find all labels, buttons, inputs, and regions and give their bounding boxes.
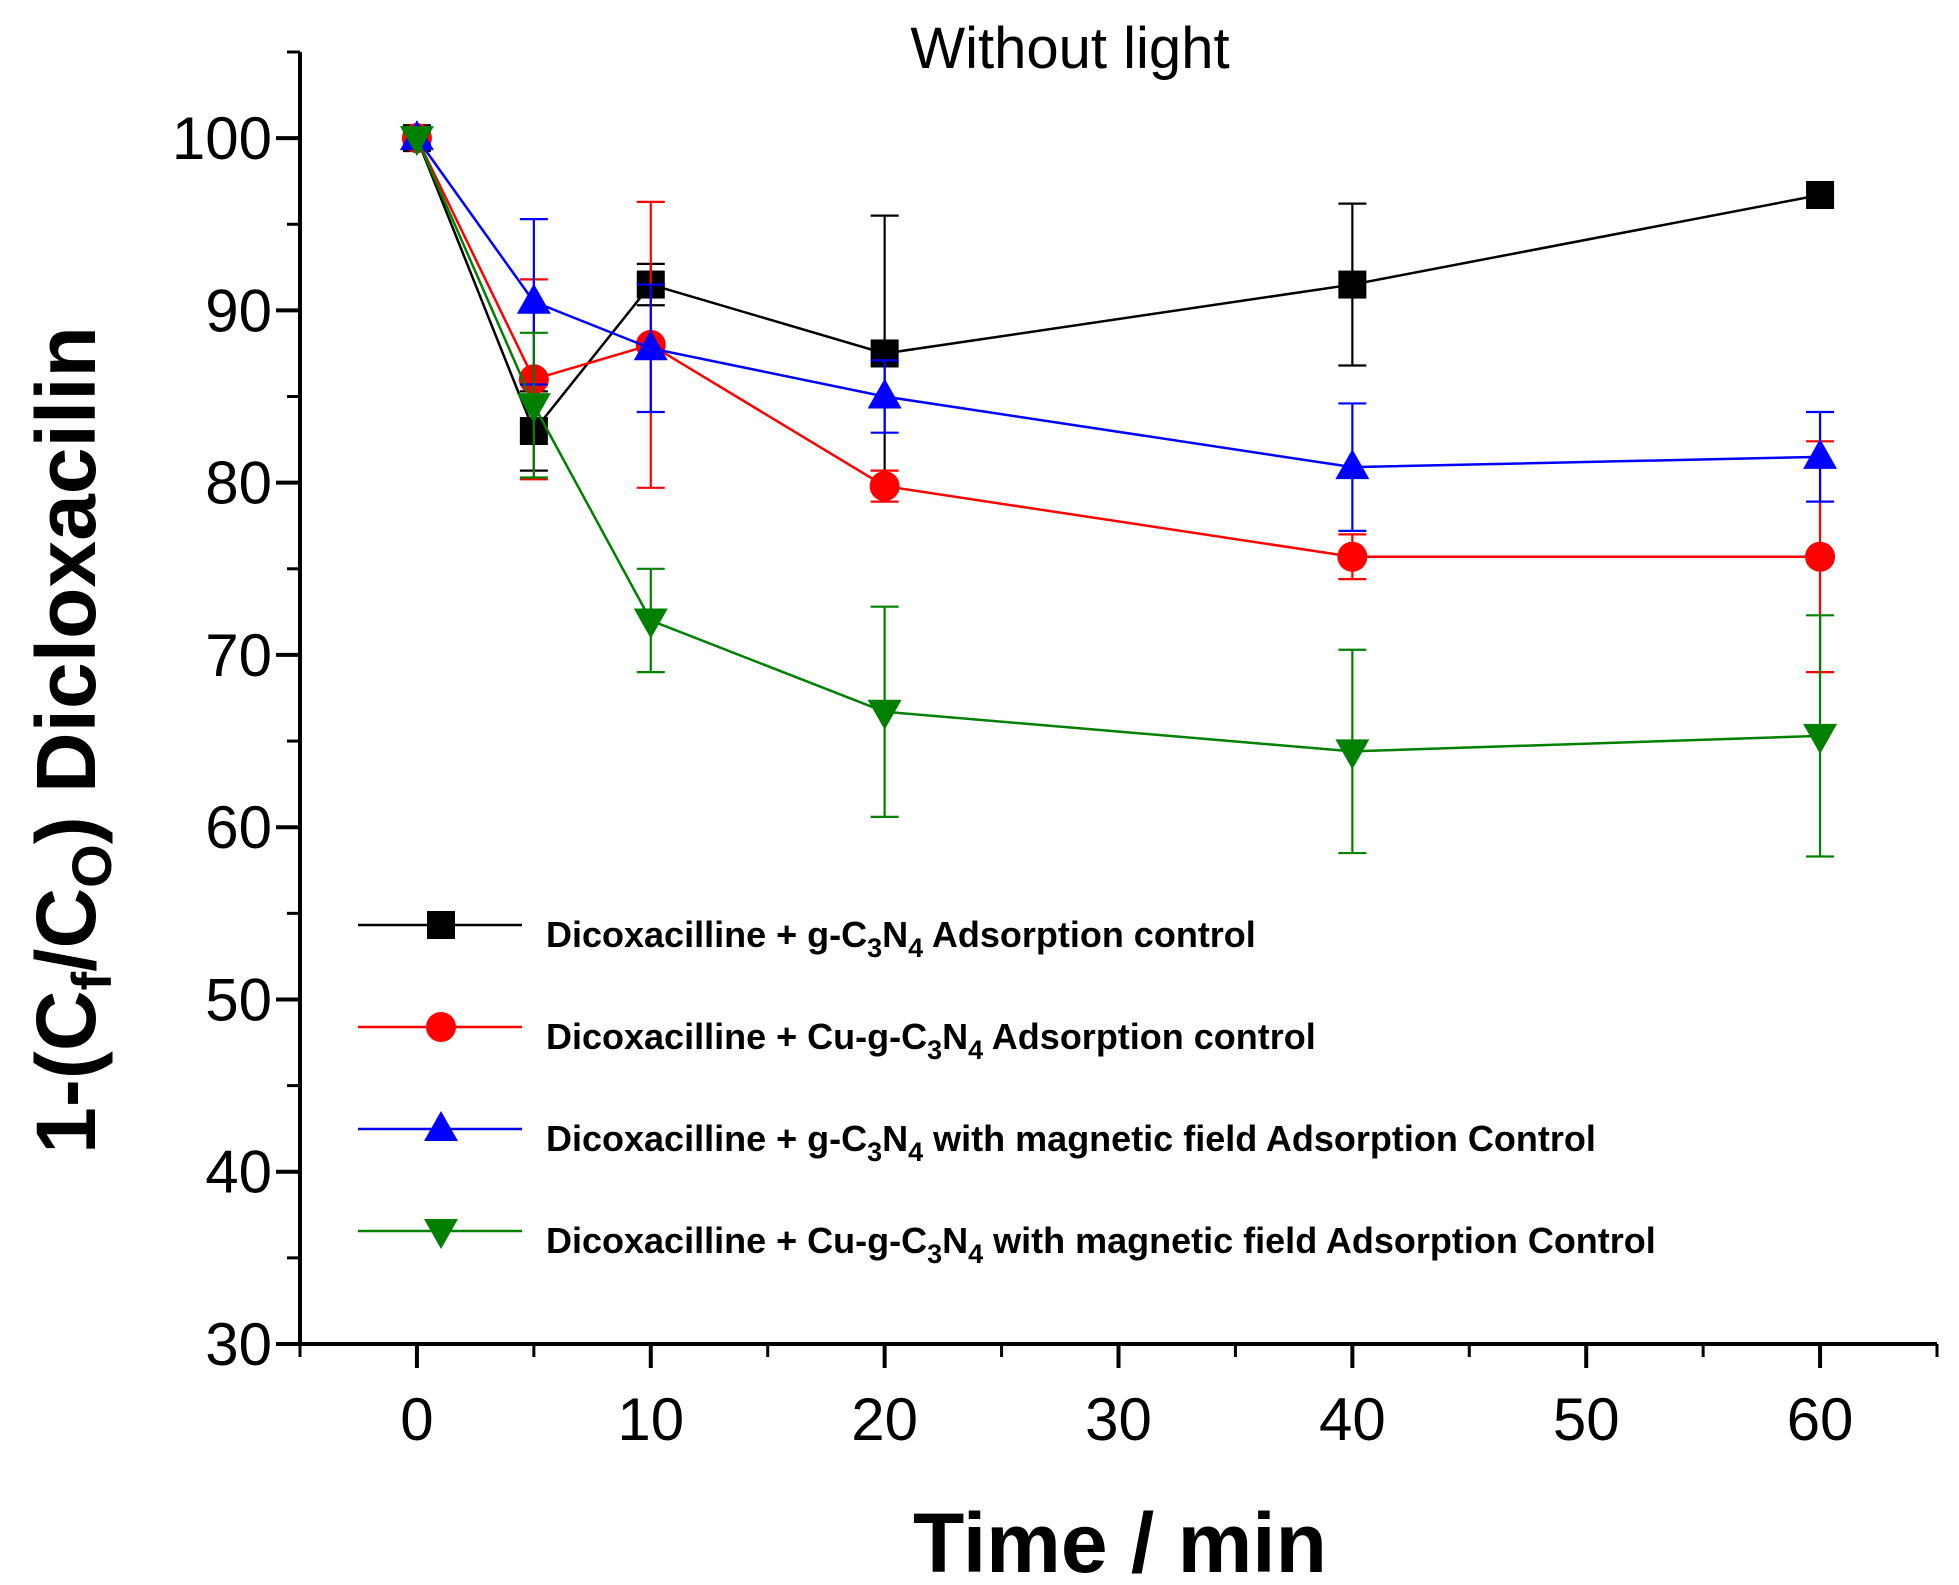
legend-entry: Dicoxacilline + Cu-g-C3N4 Adsorption con… <box>358 1012 1316 1065</box>
y-axis-title-part: /C <box>19 888 113 972</box>
legend-label-part: with magnetic field Adsorption Control <box>983 1220 1656 1261</box>
y-tick-label: 40 <box>205 1139 272 1206</box>
y-tick-label: 80 <box>205 450 272 517</box>
y-axis-title-part: ) Dicloxacilin <box>19 326 113 844</box>
data-point-triangle-up <box>516 283 551 314</box>
legend-marker-circle <box>426 1012 456 1042</box>
legend-label-part: Dicoxacilline + Cu-g-C <box>546 1220 927 1261</box>
legend-label-sub: 4 <box>968 1239 983 1269</box>
legend-label-part: N <box>942 1016 968 1057</box>
x-axis-title: Time / min <box>913 1496 1327 1585</box>
legend: Dicoxacilline + g-C3N4 Adsorption contro… <box>358 911 1656 1269</box>
x-tick-labels: 0 10 20 30 40 50 60 <box>400 1386 1853 1453</box>
legend-label-part: N <box>882 1118 908 1159</box>
legend-label-part: Adsorption control <box>983 1016 1316 1057</box>
series-circle <box>401 123 1836 674</box>
x-tick-label: 60 <box>1787 1386 1854 1453</box>
y-tick-label: 30 <box>205 1311 272 1378</box>
x-tick-label: 50 <box>1553 1386 1620 1453</box>
y-tick-label: 50 <box>205 966 272 1033</box>
data-point-triangle-down <box>516 393 551 424</box>
series-line <box>415 137 1821 434</box>
data-point-triangle-down <box>1335 739 1370 770</box>
y-tick-labels: 30 40 50 60 70 80 90 100 <box>172 105 272 1378</box>
legend-marker-triangle-down <box>424 1219 458 1249</box>
data-point-triangle-up <box>1803 438 1838 469</box>
legend-label: Dicoxacilline + Cu-g-C3N4 with magnetic … <box>546 1220 1656 1269</box>
data-point-triangle-down <box>1803 723 1838 754</box>
legend-label: Dicoxacilline + Cu-g-C3N4 Adsorption con… <box>546 1016 1316 1065</box>
y-axis-title-part: 1-(C <box>19 991 113 1154</box>
data-point-circle <box>869 471 900 502</box>
data-point-square <box>1806 180 1835 209</box>
series-layer <box>399 120 1838 858</box>
data-point-triangle-up <box>633 330 668 361</box>
y-tick-label: 90 <box>205 277 272 344</box>
legend-entry: Dicoxacilline + Cu-g-C3N4 with magnetic … <box>358 1219 1656 1269</box>
axes <box>276 50 1939 1368</box>
data-point-square <box>1338 270 1367 299</box>
x-tick-label: 10 <box>617 1386 684 1453</box>
legend-label-part: N <box>942 1220 968 1261</box>
legend-label-sub: 4 <box>908 1137 923 1167</box>
legend-label: Dicoxacilline + g-C3N4 Adsorption contro… <box>546 914 1256 963</box>
data-point-triangle-down <box>867 699 902 730</box>
series-square <box>402 124 1835 493</box>
data-point-circle <box>1805 541 1836 572</box>
y-tick-label: 60 <box>205 794 272 861</box>
x-tick-label: 20 <box>851 1386 918 1453</box>
y-tick-label: 70 <box>205 622 272 689</box>
legend-label-sub: 4 <box>908 933 923 963</box>
legend-label-sub: 3 <box>867 1137 882 1167</box>
y-tick-label: 100 <box>172 105 272 172</box>
legend-label-part: Dicoxacilline + g-C <box>546 914 867 955</box>
x-tick-label: 0 <box>400 1386 433 1453</box>
legend-label-part: Adsorption control <box>923 914 1256 955</box>
legend-marker-triangle-up <box>424 1111 458 1141</box>
series-triangle-up <box>399 120 1838 533</box>
series-line <box>415 137 1821 558</box>
data-point-triangle-up <box>1335 449 1370 480</box>
series-line <box>415 137 1821 469</box>
series-triangle-down <box>399 126 1838 858</box>
legend-label-part: Dicoxacilline + Cu-g-C <box>546 1016 927 1057</box>
y-axis-title-subscript-o: O <box>60 844 123 888</box>
legend-label-part: Dicoxacilline + g-C <box>546 1118 867 1159</box>
data-point-triangle-down <box>399 126 434 157</box>
legend-label-part: with magnetic field Adsorption Control <box>923 1118 1596 1159</box>
legend-label-sub: 3 <box>927 1035 942 1065</box>
data-point-triangle-up <box>867 378 902 409</box>
legend-label: Dicoxacilline + g-C3N4 with magnetic fie… <box>546 1118 1596 1167</box>
series-line <box>415 137 1821 753</box>
legend-marker-square <box>427 911 455 939</box>
x-tick-label: 40 <box>1319 1386 1386 1453</box>
legend-label-part: N <box>882 914 908 955</box>
legend-entry: Dicoxacilline + g-C3N4 Adsorption contro… <box>358 911 1256 963</box>
y-axis-title: 1-(Cf/CO) Dicloxacilin <box>19 326 123 1154</box>
legend-label-sub: 3 <box>867 933 882 963</box>
data-point-circle <box>1337 541 1368 572</box>
y-axis-title-subscript-f: f <box>60 972 123 991</box>
legend-label-sub: 3 <box>927 1239 942 1269</box>
x-tick-label: 30 <box>1085 1386 1152 1453</box>
legend-label-sub: 4 <box>968 1035 983 1065</box>
legend-entry: Dicoxacilline + g-C3N4 with magnetic fie… <box>358 1111 1596 1167</box>
data-point-triangle-down <box>633 608 668 639</box>
chart-title: Without light <box>910 16 1229 81</box>
